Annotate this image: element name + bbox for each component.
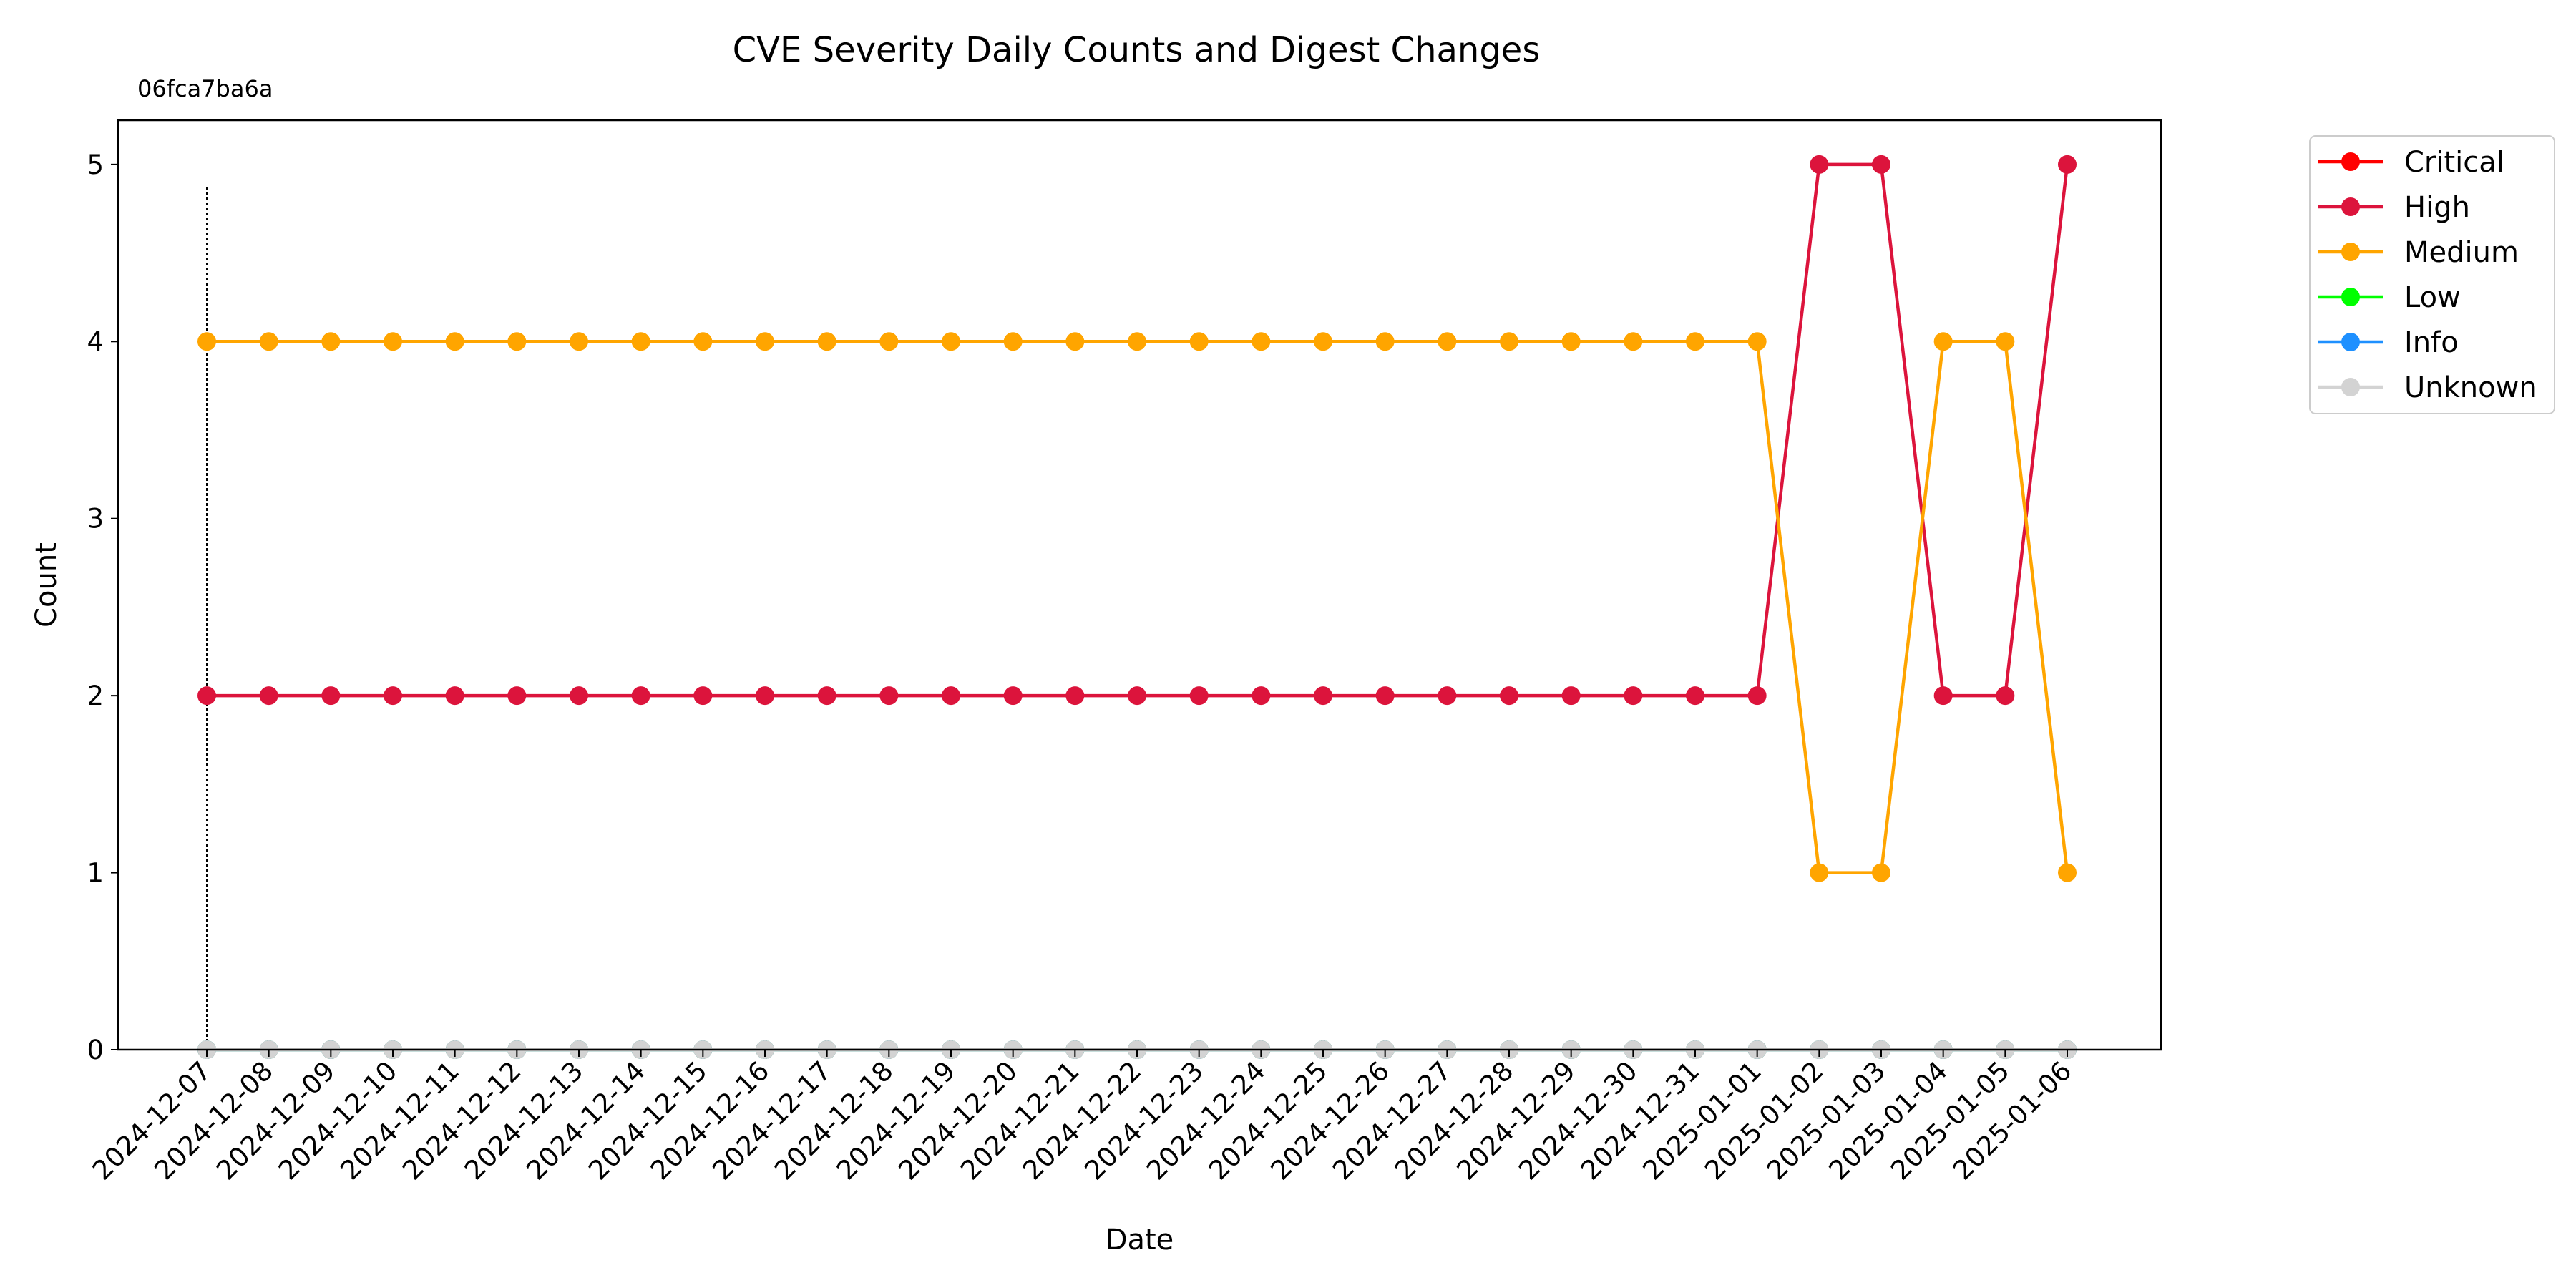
data-point-high: [445, 686, 464, 706]
data-point-high: [197, 686, 216, 706]
data-point-high: [693, 686, 713, 706]
legend-marker-info: [2341, 333, 2360, 351]
data-point-high: [879, 686, 899, 706]
data-point-high: [384, 686, 402, 706]
digest-change-label: 06fca7ba6a: [137, 75, 273, 102]
data-point-medium: [1065, 332, 1085, 351]
legend-label-medium: Medium: [2404, 236, 2519, 269]
data-point-medium: [570, 332, 588, 351]
data-point-medium: [1252, 332, 1271, 351]
data-point-medium: [1933, 332, 1953, 351]
data-point-medium: [1624, 332, 1643, 351]
data-point-medium: [1189, 332, 1209, 351]
data-point-high: [756, 686, 774, 706]
data-point-high: [1438, 686, 1457, 706]
data-point-high: [1810, 155, 1829, 174]
data-point-medium: [693, 332, 713, 351]
data-point-high: [259, 686, 278, 706]
data-point-medium: [2058, 863, 2077, 882]
data-point-high: [817, 686, 836, 706]
legend-marker-medium: [2341, 243, 2360, 261]
y-tick-label: 4: [87, 326, 104, 357]
legend-marker-critical: [2341, 152, 2360, 171]
data-point-high: [1003, 686, 1023, 706]
data-point-high: [2058, 155, 2077, 174]
y-axis: 0 1 2 3 4 5: [87, 150, 118, 1065]
y-tick-label: 0: [87, 1035, 104, 1065]
data-point-high: [1872, 155, 1890, 174]
data-point-medium: [1561, 332, 1581, 351]
data-point-medium: [445, 332, 464, 351]
legend-label-critical: Critical: [2404, 146, 2504, 179]
data-point-medium: [1128, 332, 1146, 351]
data-point-medium: [1438, 332, 1457, 351]
data-point-medium: [1375, 332, 1395, 351]
data-point-high: [570, 686, 588, 706]
data-point-medium: [507, 332, 527, 351]
legend-label-high: High: [2404, 191, 2470, 224]
legend-marker-unknown: [2341, 378, 2360, 396]
data-point-high: [321, 686, 341, 706]
data-point-medium: [1996, 332, 2015, 351]
legend: Critical High Medium Low Info Unknown: [2309, 135, 2555, 414]
legend-marker-high: [2341, 197, 2360, 216]
legend-label-low: Low: [2404, 281, 2461, 314]
y-tick-label: 2: [87, 680, 104, 711]
data-point-high: [1996, 686, 2015, 706]
data-point-medium: [1003, 332, 1023, 351]
data-point-high: [1686, 686, 1704, 706]
data-point-high: [1500, 686, 1518, 706]
data-point-medium: [756, 332, 774, 351]
plot-frame: [117, 119, 2162, 1051]
y-tick-label: 1: [87, 858, 104, 889]
data-point-high: [507, 686, 527, 706]
data-point-medium: [1500, 332, 1518, 351]
data-point-high: [1747, 686, 1767, 706]
data-point-high: [1933, 686, 1953, 706]
data-point-high: [1561, 686, 1581, 706]
data-point-medium: [1686, 332, 1704, 351]
data-point-medium: [1314, 332, 1332, 351]
x-axis: 2024-12-072024-12-082024-12-092024-12-10…: [87, 1050, 2077, 1186]
data-point-medium: [879, 332, 899, 351]
data-point-high: [1624, 686, 1643, 706]
data-point-high: [1128, 686, 1146, 706]
y-tick-label: 5: [87, 150, 104, 180]
data-point-medium: [942, 332, 960, 351]
data-point-medium: [197, 332, 216, 351]
data-point-high: [1375, 686, 1395, 706]
y-axis-title: Count: [30, 542, 63, 628]
legend-label-unknown: Unknown: [2404, 371, 2537, 404]
data-point-high: [1189, 686, 1209, 706]
data-point-medium: [1810, 863, 1829, 882]
data-point-high: [1252, 686, 1271, 706]
data-point-medium: [384, 332, 402, 351]
data-point-medium: [631, 332, 650, 351]
data-point-high: [942, 686, 960, 706]
y-tick-label: 3: [87, 504, 104, 535]
data-point-medium: [1747, 332, 1767, 351]
legend-marker-low: [2341, 288, 2360, 306]
legend-label-info: Info: [2404, 326, 2459, 359]
chart-title: CVE Severity Daily Counts and Digest Cha…: [733, 30, 1541, 70]
data-point-medium: [1872, 863, 1890, 882]
x-axis-title: Date: [1106, 1224, 1174, 1257]
data-point-medium: [321, 332, 341, 351]
data-point-high: [1065, 686, 1085, 706]
data-point-high: [1314, 686, 1332, 706]
data-point-high: [631, 686, 650, 706]
data-point-medium: [259, 332, 278, 351]
data-point-medium: [817, 332, 836, 351]
